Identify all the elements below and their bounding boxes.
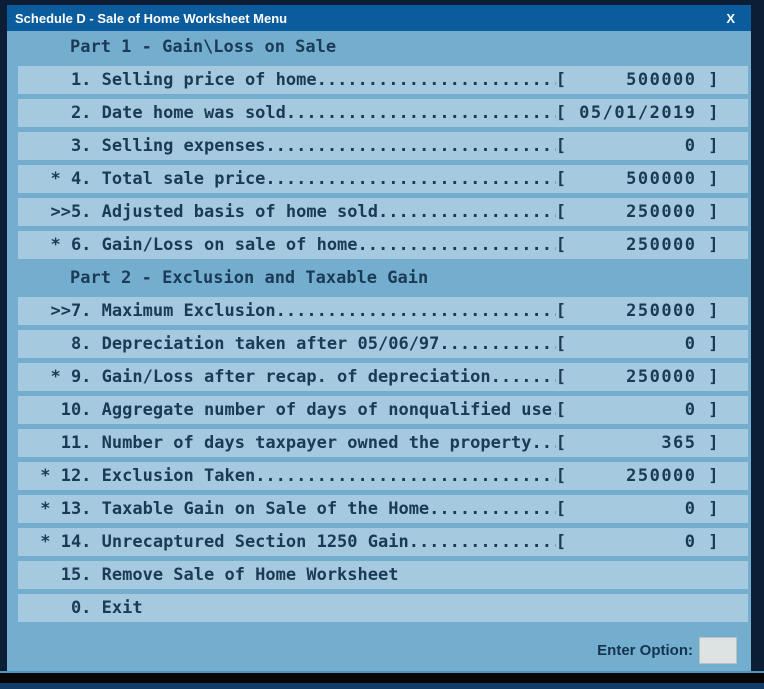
dot-leader: ........................................…: [285, 103, 556, 123]
item-value: [ 250000 ]: [555, 301, 720, 321]
item-label: Exit: [101, 598, 143, 618]
dot-leader: ........................................…: [429, 499, 556, 519]
dot-leader: ........................................…: [439, 334, 555, 354]
item-label: Gain/Loss on sale of home: [101, 235, 358, 255]
dot-leader: ........................................…: [265, 136, 555, 156]
item-number: 10.: [30, 400, 102, 420]
menu-item-11[interactable]: 11. Number of days taxpayer owned the pr…: [18, 429, 748, 457]
menu-item-4[interactable]: * 4. Total sale price...................…: [18, 165, 748, 193]
menu-item-6[interactable]: * 6. Gain/Loss on sale of home..........…: [18, 231, 748, 259]
item-value: [ 0 ]: [555, 400, 720, 420]
menu-item-2[interactable]: 2. Date home was sold...................…: [18, 99, 748, 127]
item-label: Selling price of home: [101, 70, 317, 90]
item-number: >>5.: [30, 202, 102, 222]
bottom-navy-strip: [0, 683, 764, 689]
menu-item-13[interactable]: * 13. Taxable Gain on Sale of the Home..…: [18, 495, 748, 523]
dot-leader: ........................................…: [408, 532, 556, 552]
window-title: Schedule D - Sale of Home Worksheet Menu: [15, 10, 288, 26]
menu-item-10[interactable]: 10. Aggregate number of days of nonquali…: [18, 396, 748, 424]
item-number: * 6.: [30, 235, 102, 255]
item-number: * 14.: [30, 532, 102, 552]
enter-option-input[interactable]: [699, 636, 737, 664]
item-value: [ 0 ]: [555, 136, 720, 156]
section-header-text: Part 2 - Exclusion and Taxable Gain: [70, 268, 429, 288]
item-label: Remove Sale of Home Worksheet: [101, 565, 399, 585]
bottom-black-strip: [0, 673, 764, 683]
item-value: [ 500000 ]: [555, 169, 720, 189]
menu-item-3[interactable]: 3. Selling expenses.....................…: [18, 132, 748, 160]
item-number: >>7.: [30, 301, 102, 321]
menu-item-14[interactable]: * 14. Unrecaptured Section 1250 Gain....…: [18, 528, 748, 556]
item-label: Total sale price: [101, 169, 266, 189]
item-number: 2.: [30, 103, 102, 123]
item-number: 1.: [30, 70, 102, 90]
item-label: Selling expenses: [101, 136, 266, 156]
item-label: Number of days taxpayer owned the proper…: [101, 433, 532, 453]
item-label: Adjusted basis of home sold: [101, 202, 378, 222]
section-header: Part 2 - Exclusion and Taxable Gain: [18, 264, 748, 292]
item-value: [ 0 ]: [555, 499, 720, 519]
menu-list: Part 1 - Gain\Loss on Sale 1. Selling pr…: [7, 31, 751, 629]
bottom-divider: [0, 671, 764, 673]
close-button[interactable]: X: [726, 10, 735, 26]
item-label: Date home was sold: [101, 103, 286, 123]
item-value: [ 250000 ]: [555, 235, 720, 255]
item-value: [ 05/01/2019 ]: [555, 103, 720, 123]
item-number: 8.: [30, 334, 102, 354]
section-header: Part 1 - Gain\Loss on Sale: [18, 33, 748, 61]
item-number: 11.: [30, 433, 102, 453]
enter-option-label: Enter Option:: [597, 641, 693, 659]
item-label: Taxable Gain on Sale of the Home: [101, 499, 430, 519]
item-value: [ 0 ]: [555, 334, 720, 354]
dot-leader: ........................................…: [531, 433, 556, 453]
item-label: Depreciation taken after 05/06/97: [101, 334, 440, 354]
title-bar: Schedule D - Sale of Home Worksheet Menu…: [7, 5, 751, 31]
menu-item-7[interactable]: >>7. Maximum Exclusion..................…: [18, 297, 748, 325]
dot-leader: ........................................…: [552, 400, 556, 420]
item-number: 3.: [30, 136, 102, 156]
item-value: [ 365 ]: [555, 433, 720, 453]
item-label: Gain/Loss after recap. of depreciation: [101, 367, 491, 387]
item-value: [ 250000 ]: [555, 202, 720, 222]
menu-item-5[interactable]: >>5. Adjusted basis of home sold........…: [18, 198, 748, 226]
item-value: [ 500000 ]: [555, 70, 720, 90]
item-number: 0.: [30, 598, 102, 618]
item-number: * 9.: [30, 367, 102, 387]
menu-item-1[interactable]: 1. Selling price of home................…: [18, 66, 748, 94]
menu-item-0[interactable]: 0. Exit: [18, 594, 748, 622]
menu-item-12[interactable]: * 12. Exclusion Taken...................…: [18, 462, 748, 490]
item-number: 15.: [30, 565, 102, 585]
item-label: Unrecaptured Section 1250 Gain: [101, 532, 409, 552]
item-value: [ 0 ]: [555, 532, 720, 552]
item-label: Maximum Exclusion: [101, 301, 276, 321]
item-label: Aggregate number of days of nonqualified…: [101, 400, 552, 420]
item-value: [ 250000 ]: [555, 367, 720, 387]
dot-leader: ........................................…: [490, 367, 556, 387]
menu-item-15[interactable]: 15. Remove Sale of Home Worksheet: [18, 561, 748, 589]
worksheet-menu-window: Schedule D - Sale of Home Worksheet Menu…: [7, 5, 751, 671]
menu-item-8[interactable]: 8. Depreciation taken after 05/06/97....…: [18, 330, 748, 358]
item-number: * 13.: [30, 499, 102, 519]
dot-leader: ........................................…: [255, 466, 556, 486]
footer-bar: Enter Option:: [7, 629, 751, 671]
section-header-text: Part 1 - Gain\Loss on Sale: [70, 37, 337, 57]
dot-leader: ........................................…: [316, 70, 556, 90]
dot-leader: ........................................…: [265, 169, 555, 189]
menu-item-9[interactable]: * 9. Gain/Loss after recap. of depreciat…: [18, 363, 748, 391]
dot-leader: ........................................…: [275, 301, 556, 321]
item-number: * 12.: [30, 466, 102, 486]
item-label: Exclusion Taken: [101, 466, 256, 486]
dot-leader: ........................................…: [357, 235, 556, 255]
item-value: [ 250000 ]: [555, 466, 720, 486]
dot-leader: ........................................…: [378, 202, 556, 222]
item-number: * 4.: [30, 169, 102, 189]
